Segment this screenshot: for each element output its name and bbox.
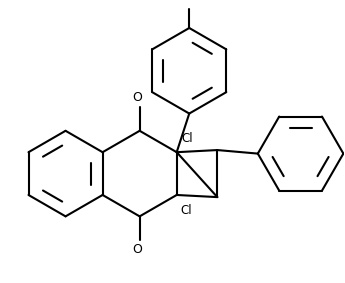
Text: Cl: Cl [180, 203, 192, 216]
Text: O: O [132, 243, 142, 256]
Text: O: O [132, 91, 142, 104]
Text: Cl: Cl [181, 132, 193, 145]
